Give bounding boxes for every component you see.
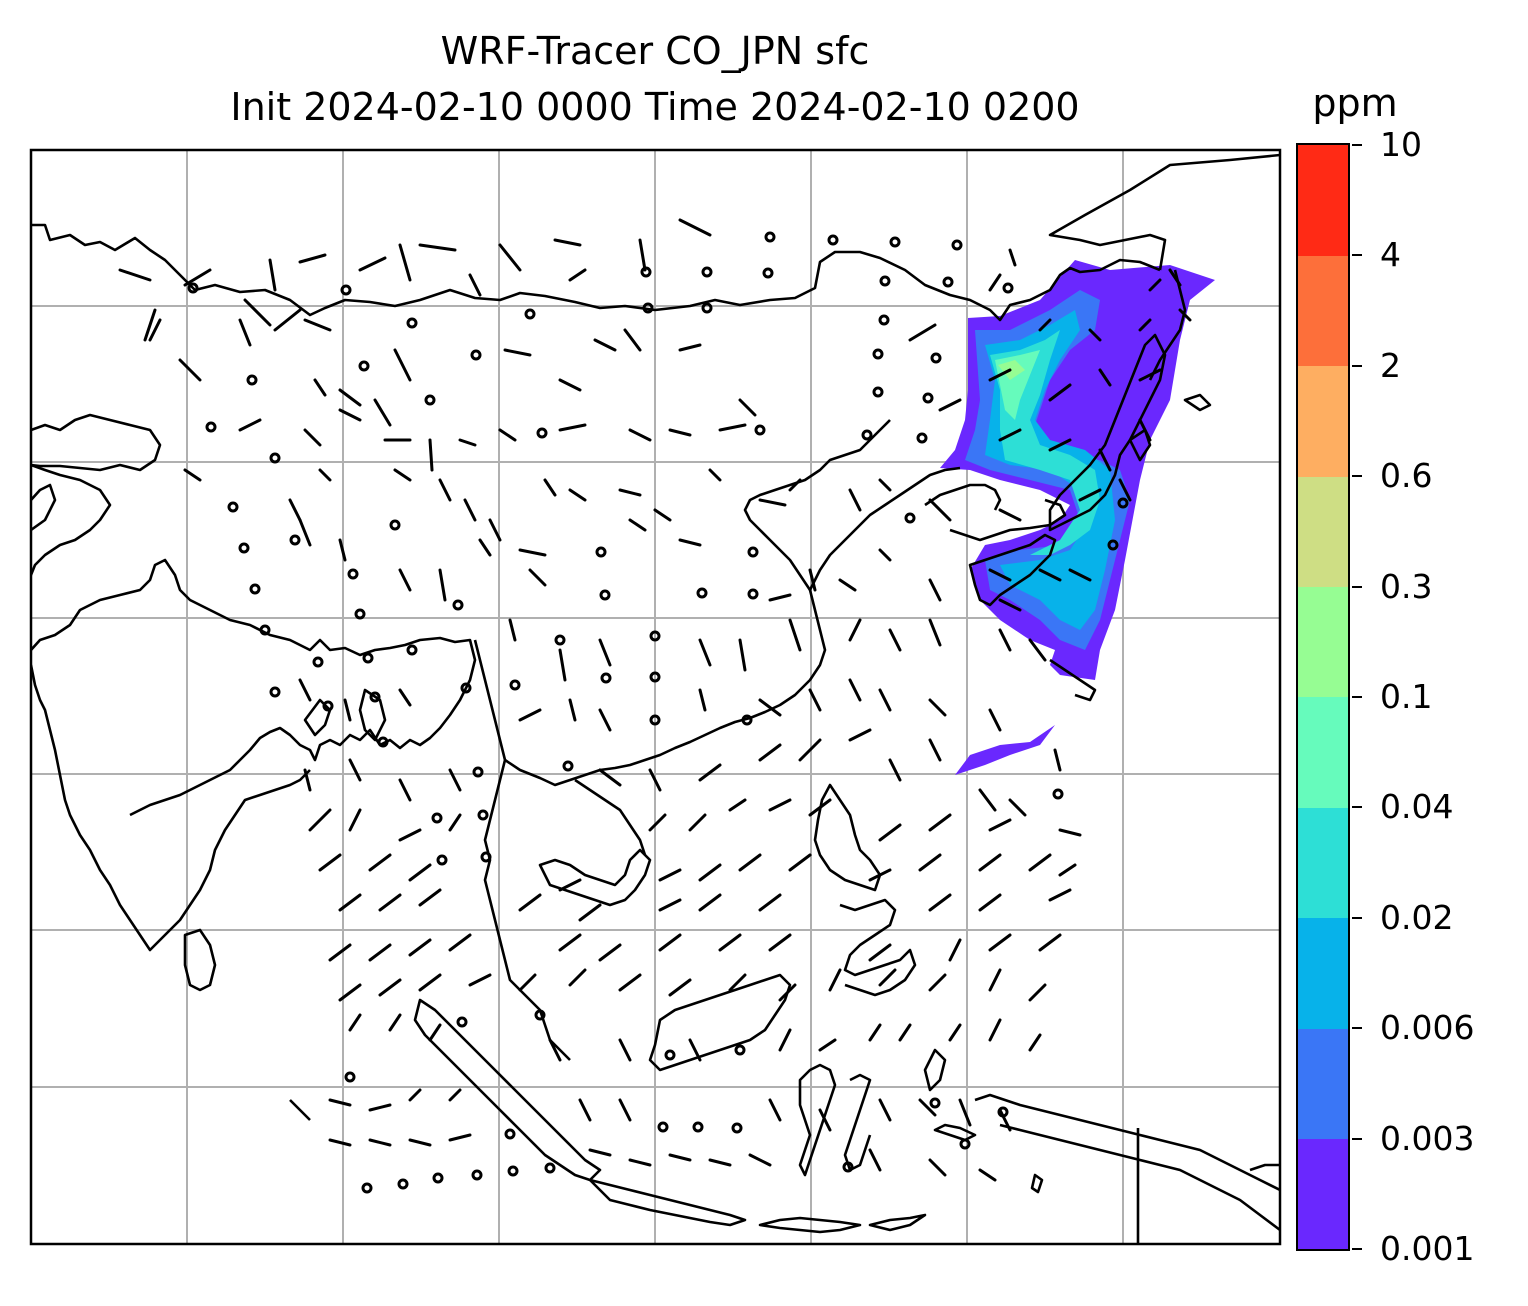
- colorbar-tick: [1352, 364, 1362, 367]
- colorbar-segment: [1298, 807, 1348, 919]
- colorbar-tick-label: 2: [1380, 345, 1401, 385]
- colorbar-tick-label: 0.3: [1380, 566, 1433, 606]
- colorbar-segment: [1298, 1138, 1348, 1250]
- colorbar-tick-label: 0.6: [1380, 456, 1433, 496]
- map-title-line1: WRF-Tracer CO_JPN sfc: [440, 29, 870, 73]
- colorbar-tick: [1352, 916, 1362, 919]
- colorbar-segment: [1298, 476, 1348, 588]
- colorbar-segment: [1298, 586, 1348, 698]
- colorbar-unit-label: ppm: [1312, 81, 1398, 125]
- coastlines: [31, 153, 1280, 1244]
- colorbar-tick-label: 4: [1380, 235, 1401, 275]
- map-title-line2: Init 2024-02-10 0000 Time 2024-02-10 020…: [230, 85, 1080, 129]
- colorbar-tick: [1352, 1027, 1362, 1030]
- colorbar-tick: [1352, 696, 1362, 698]
- calm-wind-circles: [187, 231, 1129, 1194]
- colorbar-segment: [1298, 145, 1348, 256]
- colorbar-tick: [1352, 585, 1362, 588]
- colorbar-tick-label: 0.1: [1380, 677, 1433, 716]
- tracer-plume: [940, 260, 1215, 775]
- colorbar-tick: [1352, 475, 1362, 478]
- colorbar: [1296, 143, 1350, 1251]
- colorbar-tick-label: 0.04: [1380, 787, 1454, 827]
- colorbar-tick-label: 0.02: [1380, 897, 1454, 937]
- colorbar-tick: [1352, 1137, 1362, 1140]
- map-border: [29, 148, 1282, 1246]
- colorbar-tick-label: 0.001: [1380, 1229, 1475, 1268]
- colorbar-segment: [1298, 255, 1348, 367]
- colorbar-segment: [1298, 365, 1348, 477]
- colorbar-tick: [1352, 254, 1362, 257]
- colorbar-segment: [1298, 1028, 1348, 1140]
- colorbar-tick: [1352, 1248, 1362, 1250]
- colorbar-tick: [1352, 806, 1362, 809]
- colorbar-tick: [1352, 144, 1362, 146]
- colorbar-tick-label: 0.003: [1380, 1118, 1475, 1158]
- colorbar-tick-label: 10: [1380, 125, 1422, 164]
- colorbar-segment: [1298, 697, 1348, 808]
- wind-barbs: [118, 218, 1192, 1182]
- colorbar-tick-label: 0.006: [1380, 1008, 1475, 1048]
- colorbar-segment: [1298, 917, 1348, 1029]
